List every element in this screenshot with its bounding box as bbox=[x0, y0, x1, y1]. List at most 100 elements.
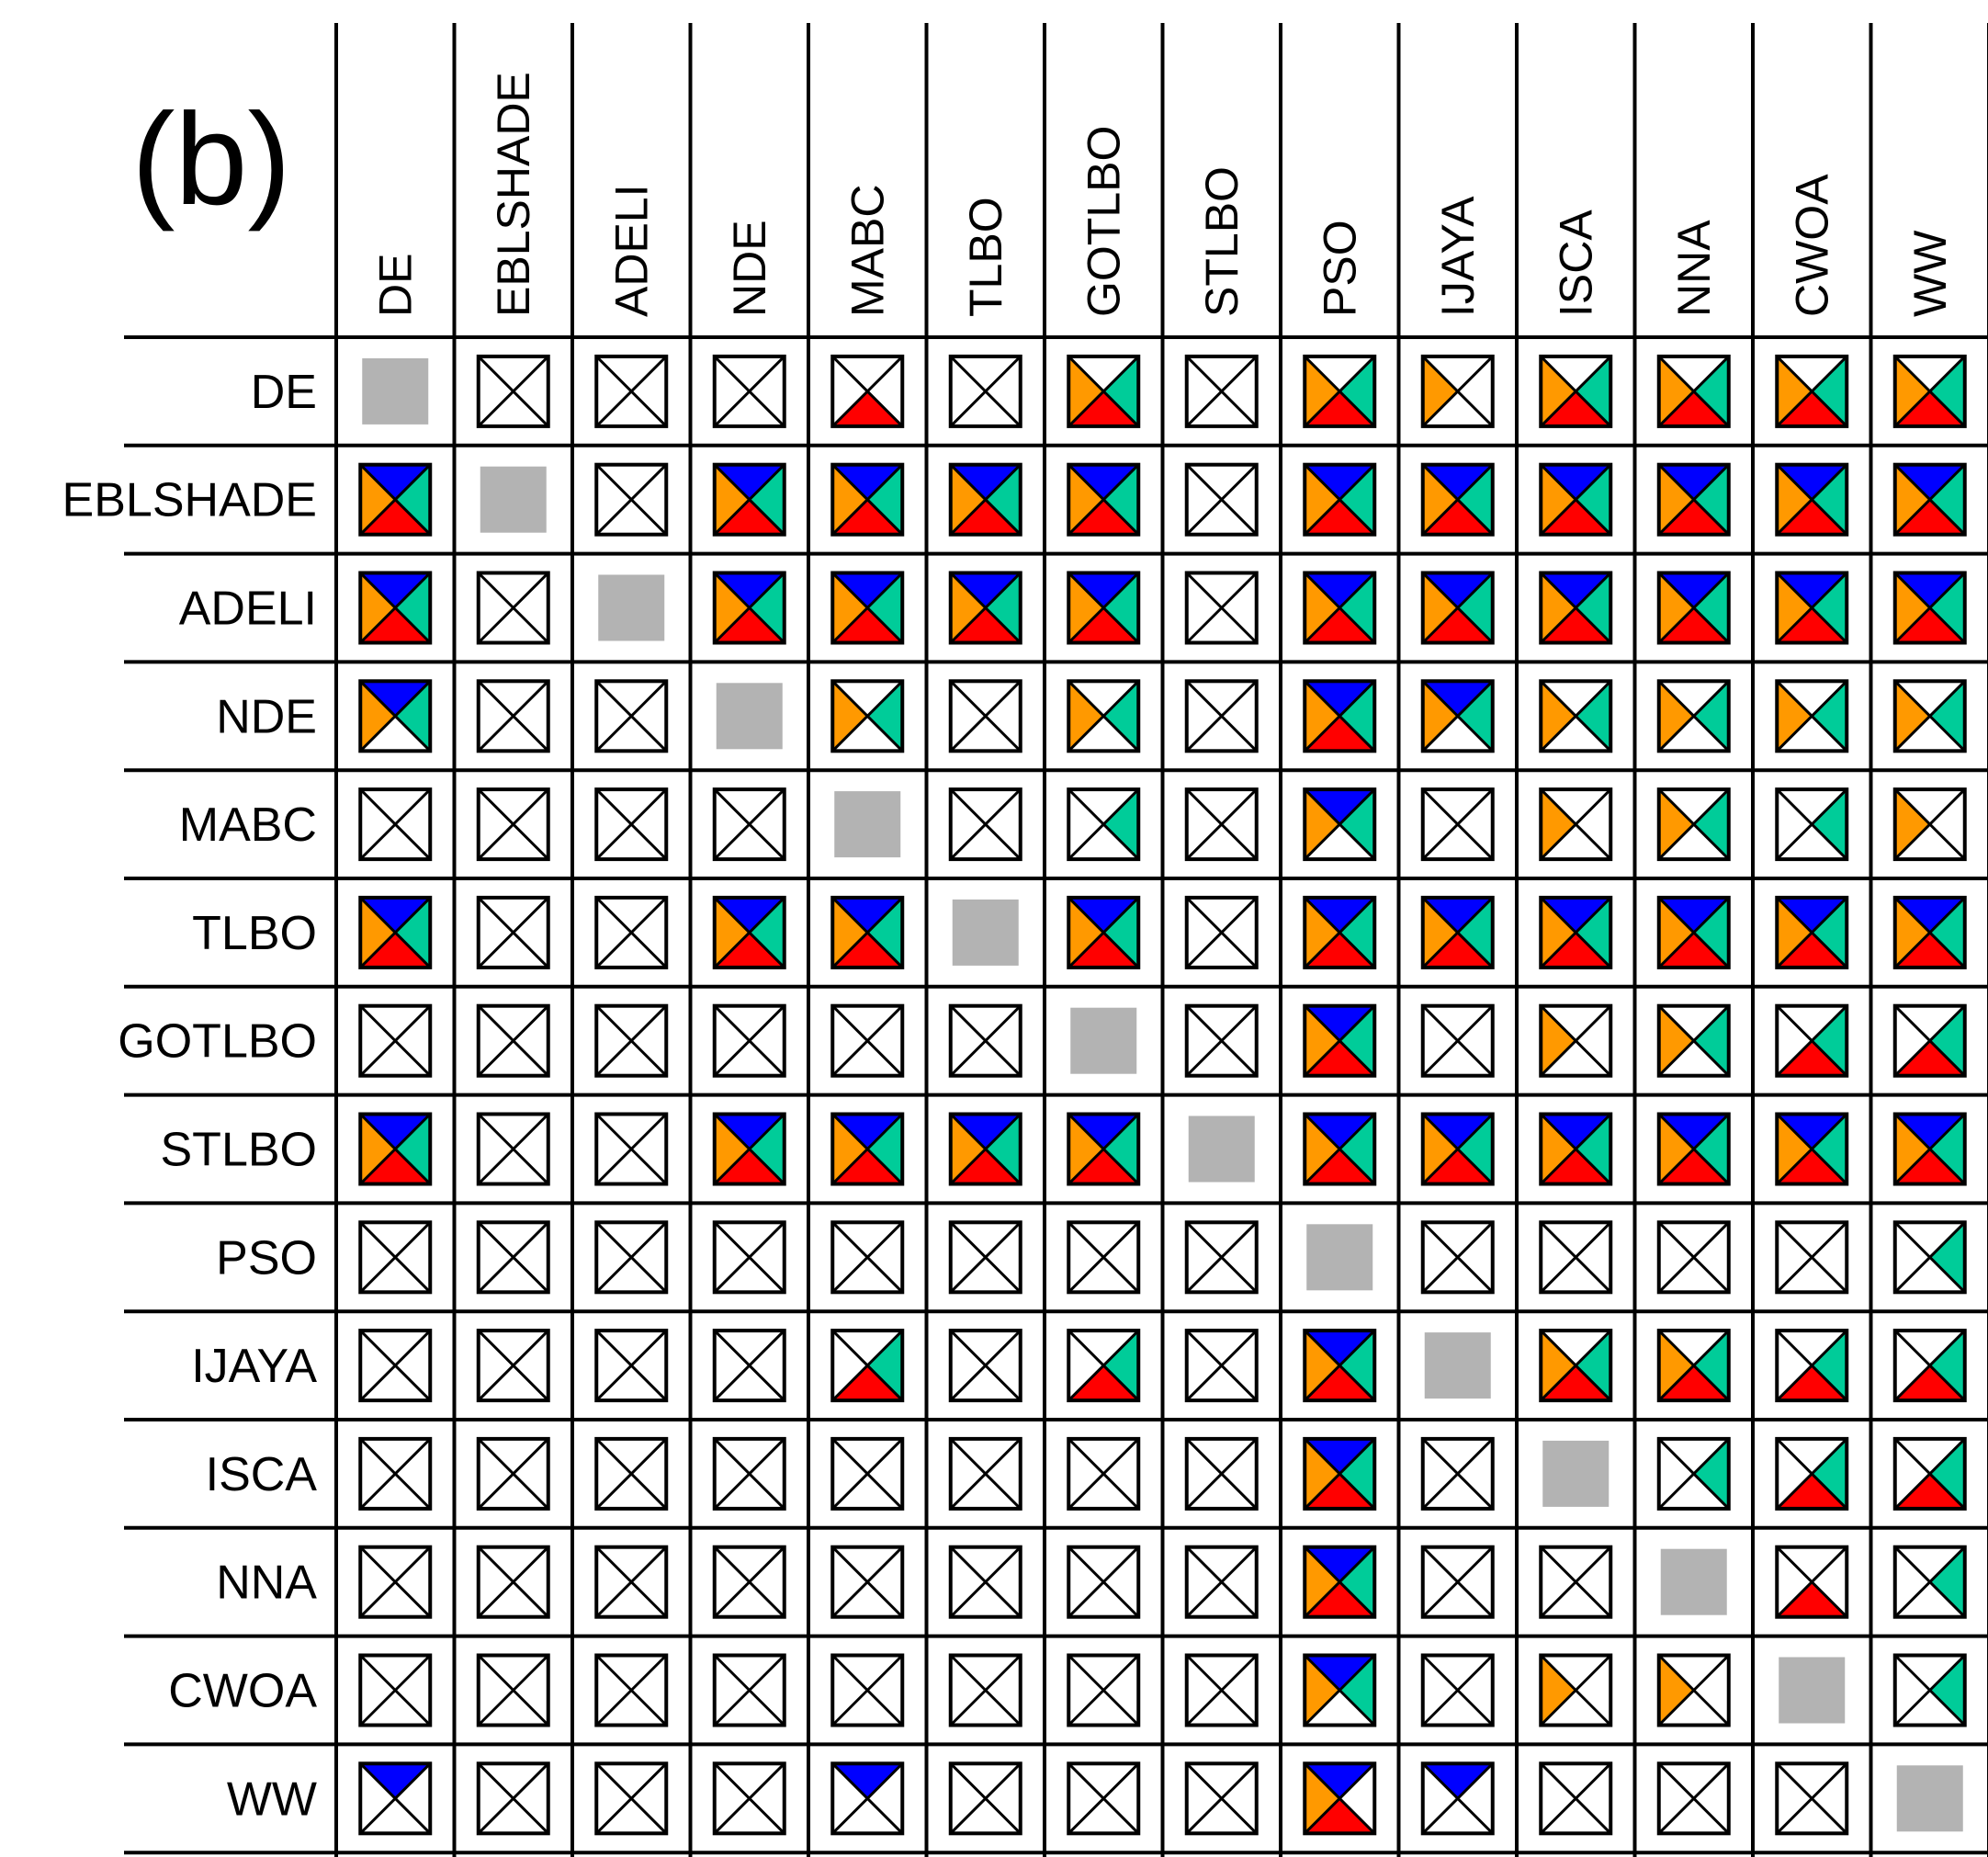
triangle-bottom bbox=[1894, 1149, 1965, 1184]
comparison-glyph bbox=[948, 1436, 1022, 1511]
triangle-top bbox=[714, 897, 785, 933]
triangle-bottom bbox=[1068, 607, 1139, 643]
triangle-right bbox=[631, 1655, 667, 1726]
triangle-bottom bbox=[1894, 499, 1965, 535]
triangle-left bbox=[1894, 897, 1930, 968]
glyph-diagonal bbox=[595, 1004, 668, 1077]
triangle-right bbox=[1929, 356, 1965, 426]
triangle-right bbox=[749, 1005, 785, 1076]
glyph-diagonal bbox=[1657, 788, 1730, 861]
triangle-left bbox=[714, 356, 750, 426]
comparison-glyph bbox=[1539, 787, 1613, 862]
triangle-right bbox=[985, 789, 1021, 860]
comparison-glyph bbox=[1420, 679, 1495, 753]
glyph-diagonal bbox=[1421, 1437, 1494, 1510]
triangle-right bbox=[985, 1222, 1021, 1293]
glyph-border bbox=[1539, 462, 1613, 537]
glyph-diagonal bbox=[949, 463, 1022, 536]
comparison-glyph bbox=[1775, 1112, 1849, 1186]
glyph-border bbox=[594, 1220, 669, 1295]
glyph-diagonal bbox=[1540, 680, 1612, 753]
triangle-right bbox=[1693, 1763, 1729, 1834]
glyph-border bbox=[476, 895, 550, 969]
triangle-left bbox=[1658, 1005, 1694, 1076]
glyph-border bbox=[358, 1761, 433, 1836]
triangle-left bbox=[1894, 1005, 1930, 1076]
glyph-diagonal bbox=[477, 355, 549, 427]
comparison-glyph bbox=[1067, 1329, 1141, 1403]
triangle-right bbox=[631, 1222, 667, 1293]
triangle-bottom bbox=[832, 1365, 903, 1401]
triangle-left bbox=[1186, 789, 1222, 860]
triangle-right bbox=[1576, 356, 1611, 426]
glyph-border bbox=[594, 1329, 669, 1403]
column-header: IJAYA bbox=[1432, 196, 1484, 317]
comparison-glyph bbox=[830, 571, 905, 645]
triangle-right bbox=[1339, 1546, 1375, 1617]
grid-lines bbox=[124, 23, 1988, 1857]
triangle-right bbox=[1812, 1546, 1847, 1617]
glyph-diagonal bbox=[1304, 463, 1376, 536]
triangle-right bbox=[1221, 464, 1257, 535]
glyph-diagonal bbox=[1776, 463, 1848, 536]
triangle-right bbox=[1221, 1763, 1257, 1834]
triangle-top bbox=[1068, 1546, 1139, 1582]
triangle-right bbox=[867, 356, 903, 426]
comparison-glyph bbox=[948, 1220, 1022, 1295]
triangle-left bbox=[360, 1546, 396, 1617]
triangle-left bbox=[478, 1655, 514, 1726]
comparison-glyph bbox=[1539, 1329, 1613, 1403]
triangle-top bbox=[478, 1763, 548, 1799]
glyph-diagonal bbox=[477, 1546, 549, 1618]
glyph-diagonal bbox=[1657, 1654, 1730, 1727]
triangle-bottom bbox=[1068, 932, 1139, 968]
triangle-bottom bbox=[1068, 1690, 1139, 1726]
glyph-border bbox=[1303, 1761, 1377, 1836]
comparison-glyph bbox=[1892, 1003, 1967, 1078]
triangle-left bbox=[1658, 789, 1694, 860]
triangle-bottom bbox=[1894, 1690, 1965, 1726]
triangle-top bbox=[1894, 356, 1965, 391]
glyph-border bbox=[594, 1003, 669, 1078]
triangle-top bbox=[596, 1330, 667, 1366]
column-header: DE bbox=[369, 254, 421, 317]
comparison-glyph bbox=[1892, 1545, 1967, 1619]
comparison-glyph bbox=[358, 895, 433, 969]
comparison-glyph bbox=[1539, 1545, 1613, 1619]
glyph-border bbox=[1184, 1761, 1259, 1836]
glyph-border bbox=[712, 1112, 786, 1186]
triangle-bottom bbox=[1777, 932, 1847, 968]
triangle-bottom bbox=[1305, 499, 1375, 535]
triangle-bottom bbox=[1541, 1040, 1611, 1076]
triangle-bottom bbox=[714, 1473, 785, 1509]
glyph-border bbox=[1303, 787, 1377, 862]
triangle-right bbox=[1929, 681, 1965, 752]
triangle-right bbox=[1576, 1655, 1611, 1726]
glyph-diagonal bbox=[949, 680, 1022, 753]
glyph-border bbox=[1184, 1003, 1259, 1078]
triangle-right bbox=[1103, 356, 1139, 426]
triangle-top bbox=[832, 1114, 903, 1149]
triangle-top bbox=[596, 464, 667, 500]
triangle-left bbox=[1777, 681, 1813, 752]
triangle-left bbox=[1305, 1655, 1340, 1726]
triangle-top bbox=[950, 1546, 1021, 1582]
triangle-left bbox=[360, 897, 396, 968]
triangle-top bbox=[1422, 681, 1493, 717]
glyph-border bbox=[358, 895, 433, 969]
glyph-diagonal bbox=[831, 1546, 904, 1618]
glyph-diagonal bbox=[713, 1004, 785, 1077]
comparison-glyph bbox=[594, 895, 669, 969]
triangle-bottom bbox=[832, 1473, 903, 1509]
triangle-left bbox=[360, 681, 396, 752]
triangle-left bbox=[832, 1438, 868, 1509]
glyph-border bbox=[1892, 571, 1967, 645]
comparison-glyph bbox=[1775, 1436, 1849, 1511]
triangle-top bbox=[950, 681, 1021, 717]
column-header: NNA bbox=[1668, 220, 1720, 317]
comparison-glyph bbox=[1303, 1761, 1377, 1836]
glyph-border bbox=[830, 1003, 905, 1078]
column-header: WW bbox=[1904, 230, 1956, 317]
triangle-left bbox=[1305, 897, 1340, 968]
comparison-glyph bbox=[1303, 571, 1377, 645]
